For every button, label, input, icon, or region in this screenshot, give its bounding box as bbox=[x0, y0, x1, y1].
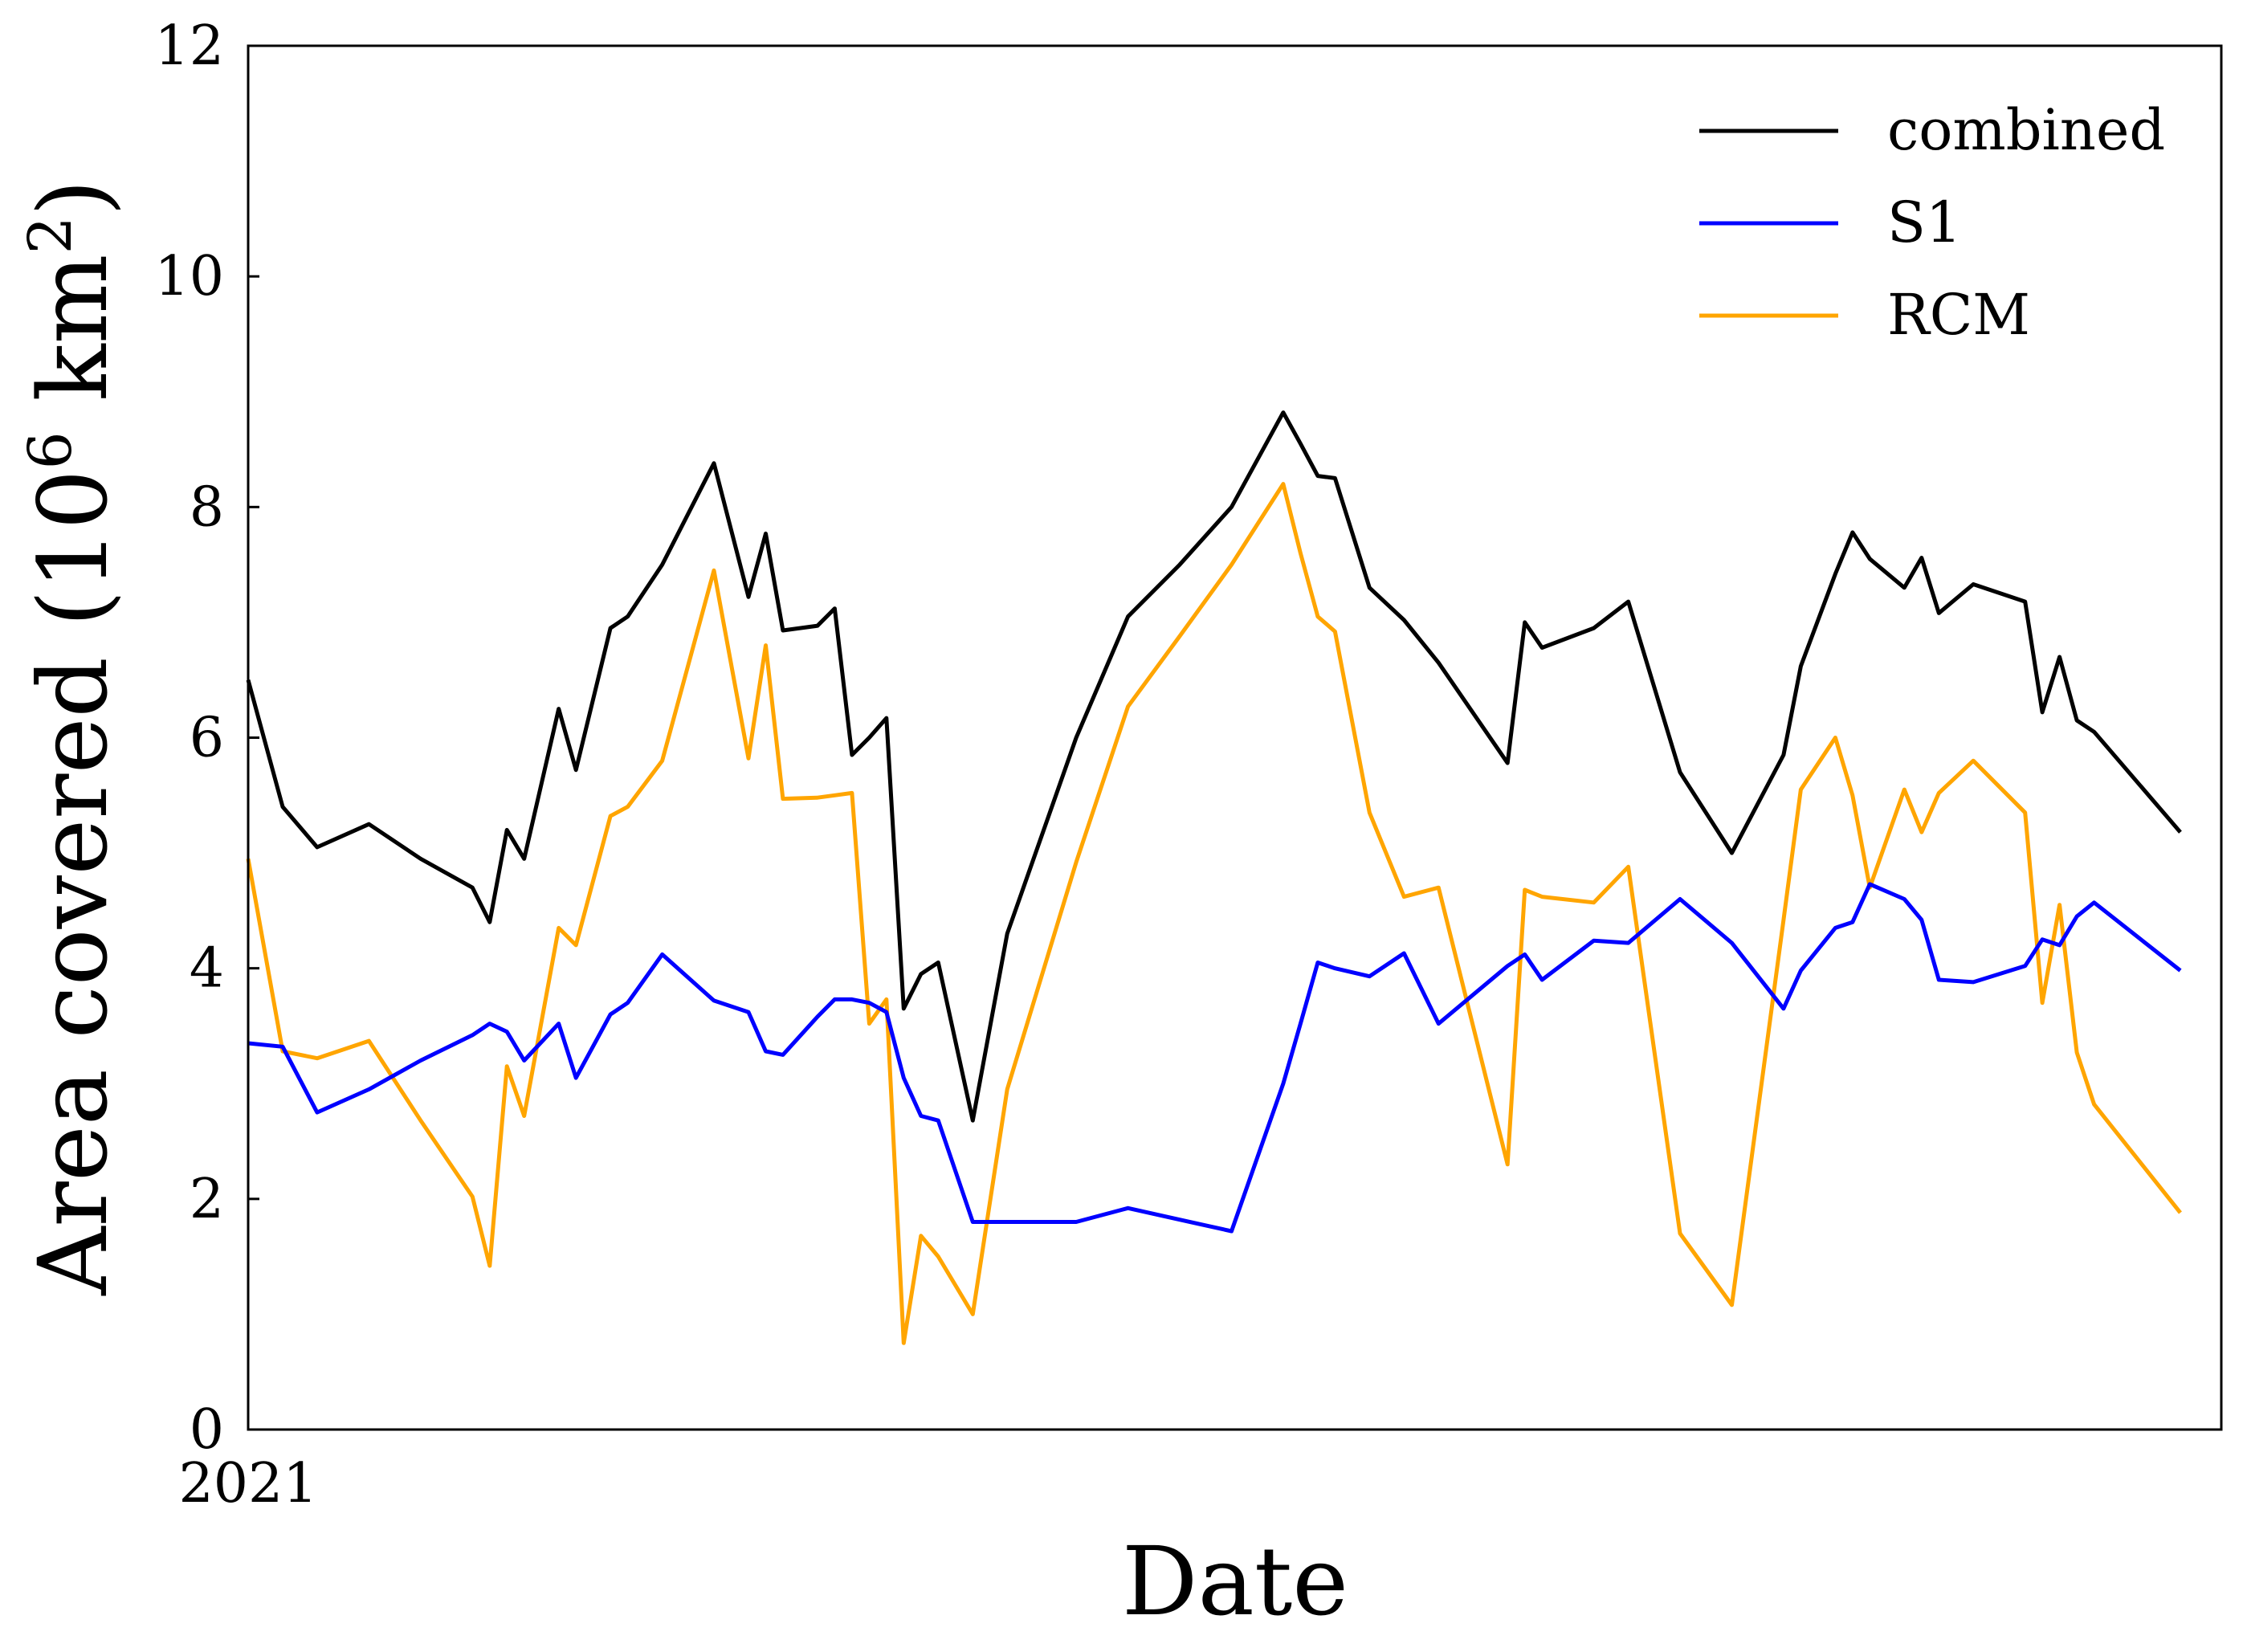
y-tick-label: 8 bbox=[190, 475, 224, 539]
series-line-combined bbox=[246, 410, 2182, 1123]
x-axis-title: Date bbox=[1122, 1526, 1348, 1637]
y-axis-title-main: Area covered (10 bbox=[18, 469, 128, 1295]
y-axis-title-end: ) bbox=[18, 179, 128, 216]
series-line-rcm bbox=[246, 482, 2182, 1345]
y-tick-label: 6 bbox=[190, 707, 224, 770]
y-tick-label: 2 bbox=[190, 1168, 224, 1231]
series-layer bbox=[246, 410, 2182, 1345]
legend-label: S1 bbox=[1887, 190, 1962, 255]
y-axis: 0 2 4 6 8 10 12 bbox=[154, 14, 259, 1462]
legend: combined S1 RCM bbox=[1699, 97, 2165, 348]
y-tick-label: 4 bbox=[190, 937, 224, 1001]
series-line-s1 bbox=[247, 882, 2182, 1234]
y-tick-label: 10 bbox=[154, 245, 224, 308]
y-axis-title-exp2: 2 bbox=[16, 216, 85, 254]
y-axis-title-mid: km bbox=[18, 254, 128, 431]
x-axis: 2021 bbox=[178, 1452, 317, 1515]
y-axis-title: Area covered (106 km2) bbox=[16, 179, 128, 1296]
legend-label: combined bbox=[1887, 97, 2165, 163]
y-tick-label: 12 bbox=[154, 14, 224, 78]
legend-label: RCM bbox=[1887, 282, 2030, 348]
x-tick-label: 2021 bbox=[178, 1452, 317, 1515]
y-axis-title-exp1: 6 bbox=[16, 431, 85, 469]
y-tick-label: 0 bbox=[190, 1398, 224, 1462]
